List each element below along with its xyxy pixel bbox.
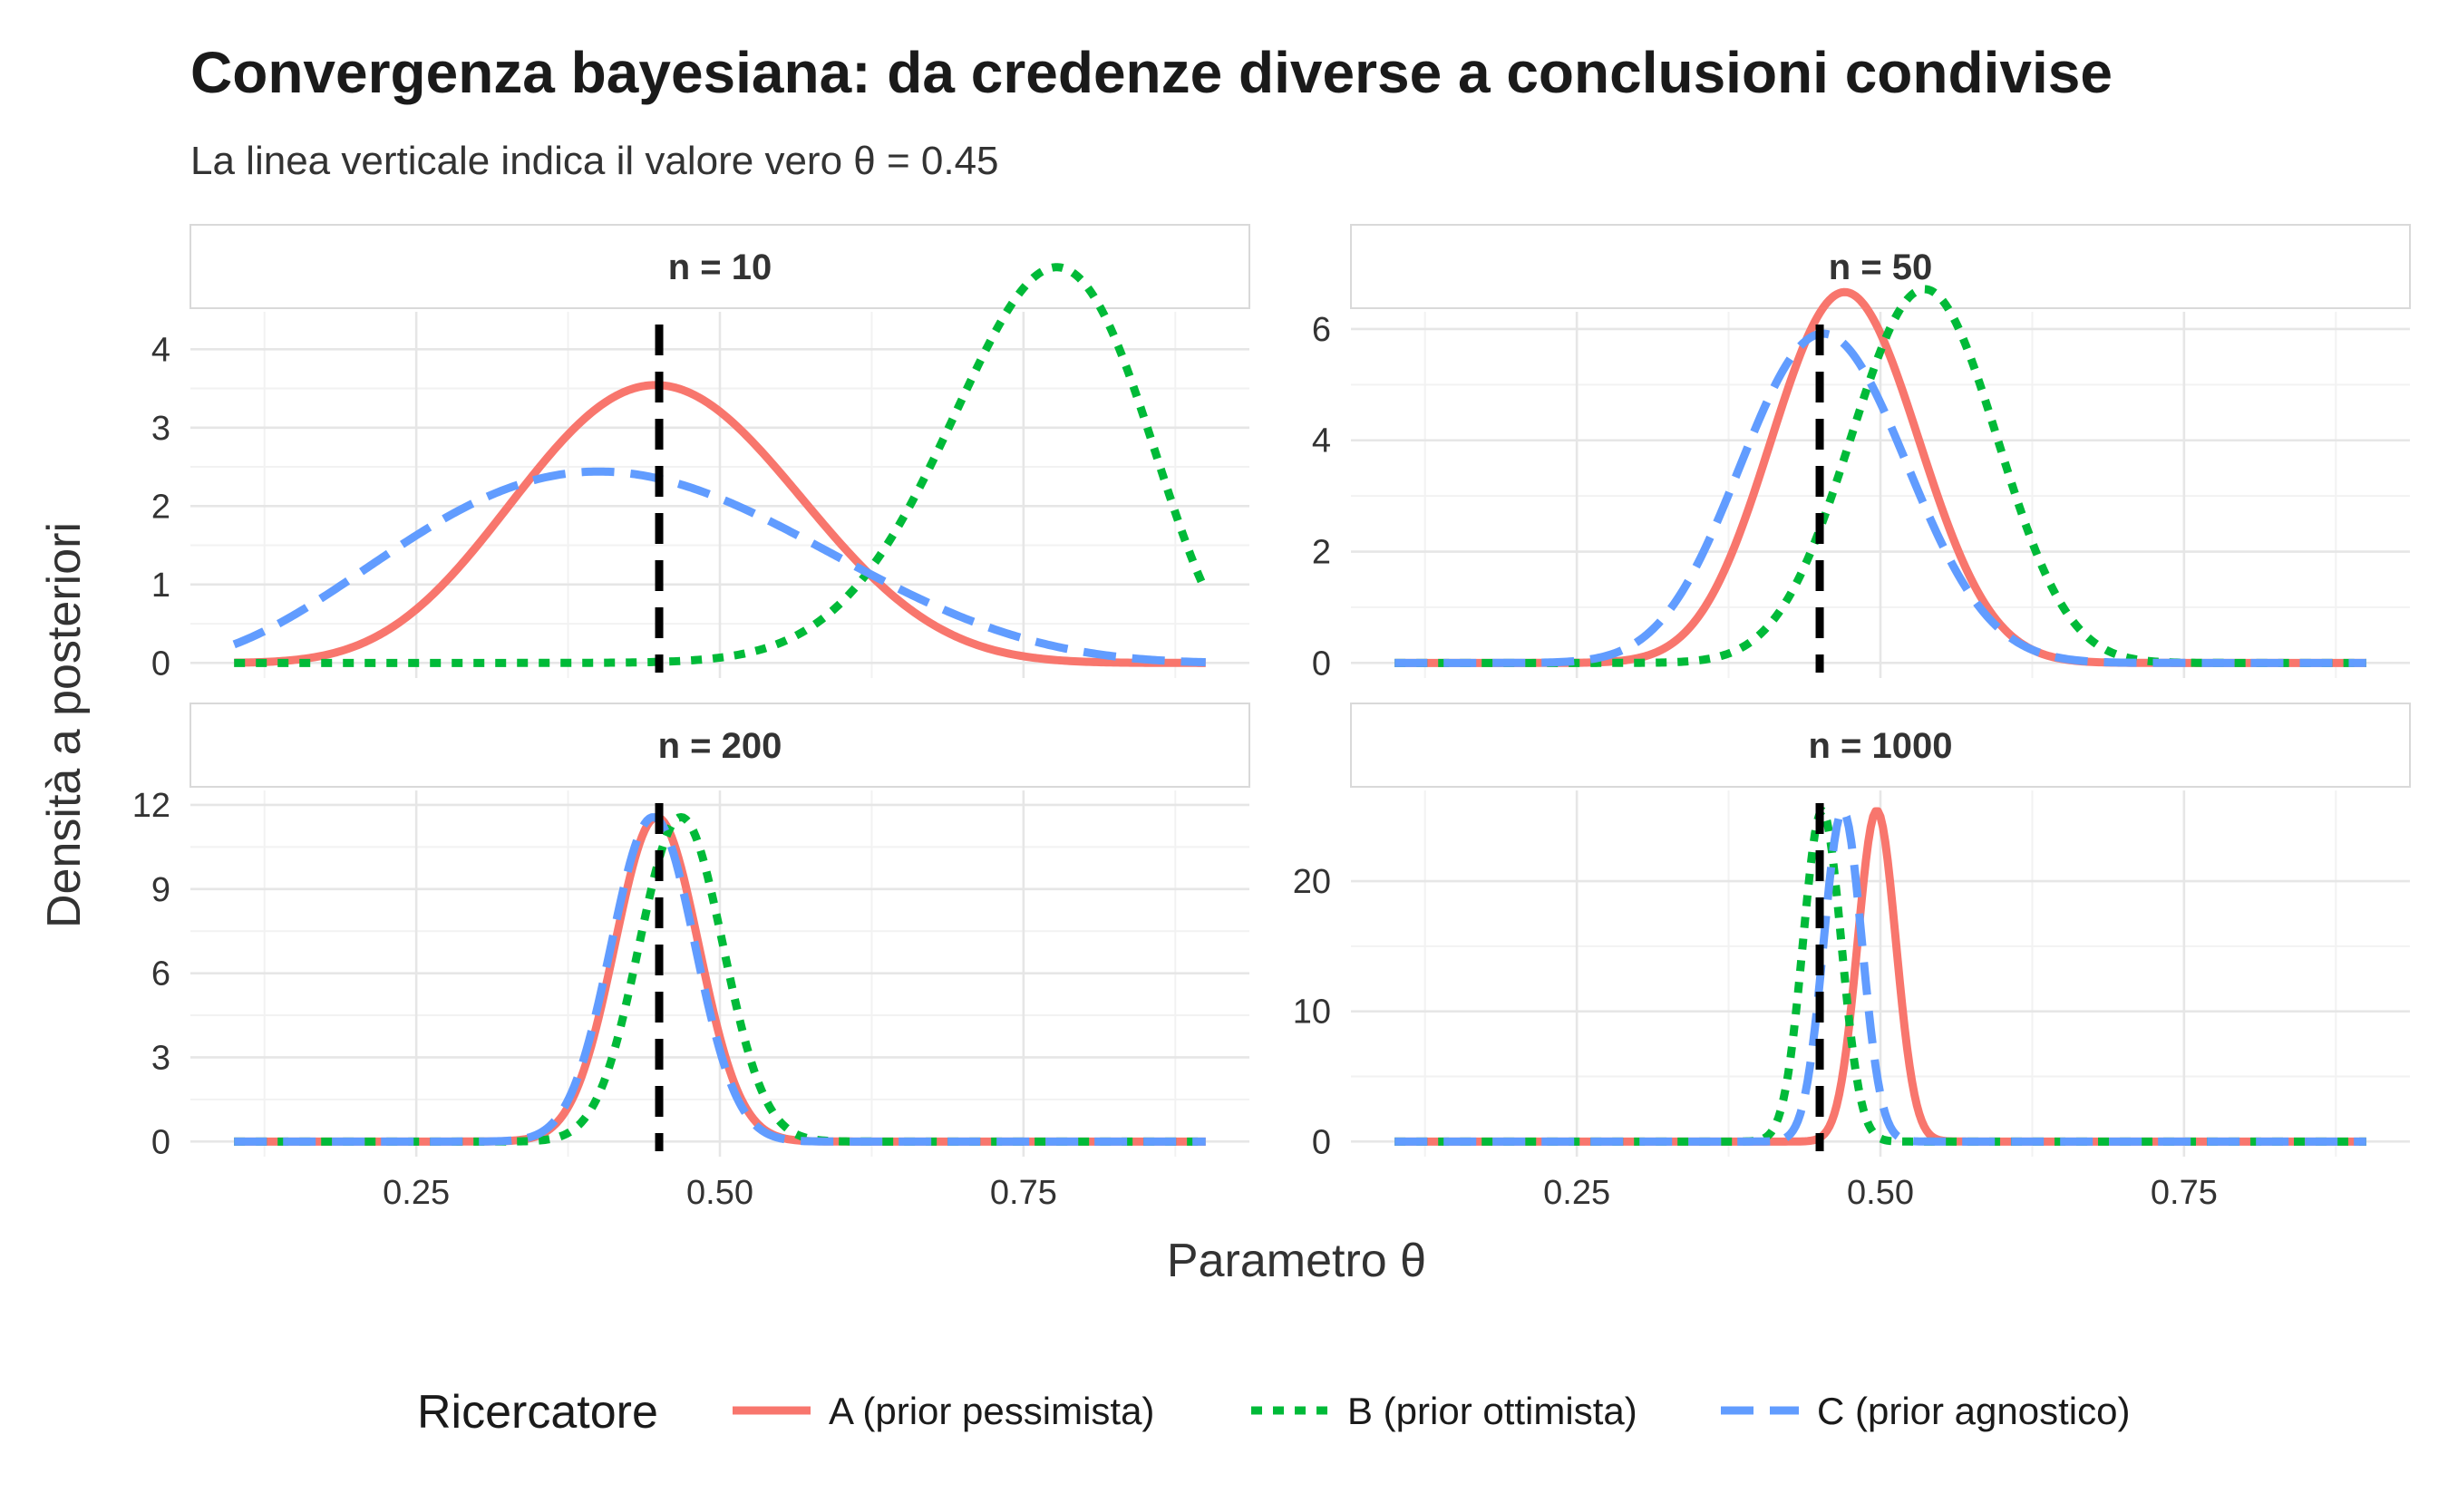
y-tick-label: 2 bbox=[151, 488, 170, 526]
legend-label-B: B (prior ottimista) bbox=[1347, 1390, 1637, 1432]
series-line-C bbox=[232, 467, 1208, 667]
series-line-C bbox=[1393, 807, 2368, 1146]
x-tick-label: 0.75 bbox=[990, 1174, 1057, 1212]
facet-strip-label: n = 50 bbox=[1829, 247, 1933, 287]
series-line-B bbox=[232, 263, 1209, 667]
facet-strip bbox=[1350, 224, 2411, 309]
panel-3: n = 1000 0 10 20 0.25 0.50 0.75 bbox=[1293, 703, 2411, 1212]
y-tick-label: 2 bbox=[1312, 534, 1331, 572]
x-tick-label: 0.50 bbox=[686, 1174, 753, 1212]
y-tick-label: 20 bbox=[1293, 863, 1331, 901]
y-tick-label: 4 bbox=[151, 331, 170, 369]
series-line-A bbox=[232, 381, 1208, 667]
x-axis-title: Parametro θ bbox=[1167, 1235, 1426, 1287]
y-tick-label: 10 bbox=[1293, 993, 1331, 1032]
legend-label-A: A (prior pessimista) bbox=[829, 1390, 1154, 1432]
y-axis-title: Densità a posteriori bbox=[38, 522, 91, 928]
series-line-C bbox=[232, 813, 1208, 1146]
facet-strip bbox=[189, 703, 1250, 788]
x-tick-label: 0.25 bbox=[1543, 1174, 1610, 1212]
x-tick-label: 0.25 bbox=[383, 1174, 450, 1212]
y-tick-label: 12 bbox=[132, 787, 170, 825]
chart-subtitle: La linea verticale indica il valore vero… bbox=[190, 139, 999, 183]
x-tick-label: 0.75 bbox=[2151, 1174, 2218, 1212]
y-tick-label: 0 bbox=[1312, 1123, 1331, 1161]
series-line-C bbox=[1393, 329, 2368, 667]
y-tick-label: 4 bbox=[1312, 422, 1331, 460]
facet-strip bbox=[189, 224, 1250, 309]
facet-strip bbox=[1350, 703, 2411, 788]
y-tick-label: 0 bbox=[151, 1123, 170, 1161]
y-tick-label: 6 bbox=[1312, 311, 1331, 349]
panel-0: n = 10 0 1 2 3 4 bbox=[151, 224, 1250, 683]
y-tick-label: 0 bbox=[1312, 645, 1331, 683]
y-tick-label: 6 bbox=[151, 955, 170, 993]
y-tick-label: 3 bbox=[151, 1039, 170, 1077]
panel-1: n = 50 0 2 4 6 bbox=[1312, 224, 2411, 683]
facet-strip-label: n = 200 bbox=[658, 726, 782, 766]
x-tick-label: 0.50 bbox=[1847, 1174, 1914, 1212]
y-tick-label: 3 bbox=[151, 410, 170, 448]
facet-strip-label: n = 1000 bbox=[1808, 726, 1952, 766]
chart-title: Convergenza bayesiana: da credenze diver… bbox=[190, 40, 2113, 105]
legend-title: Ricercatore bbox=[417, 1386, 658, 1439]
legend-label-C: C (prior agnostico) bbox=[1817, 1390, 2130, 1432]
panel-2: n = 200 0 3 6 9 12 0.25 0.50 0.75 bbox=[132, 703, 1250, 1212]
y-tick-label: 9 bbox=[151, 871, 170, 909]
facet-strip-label: n = 10 bbox=[668, 247, 772, 287]
y-tick-label: 1 bbox=[151, 567, 170, 605]
legend: Ricercatore A (prior pessimista) B (prior… bbox=[417, 1386, 2130, 1439]
y-tick-label: 0 bbox=[151, 645, 170, 683]
